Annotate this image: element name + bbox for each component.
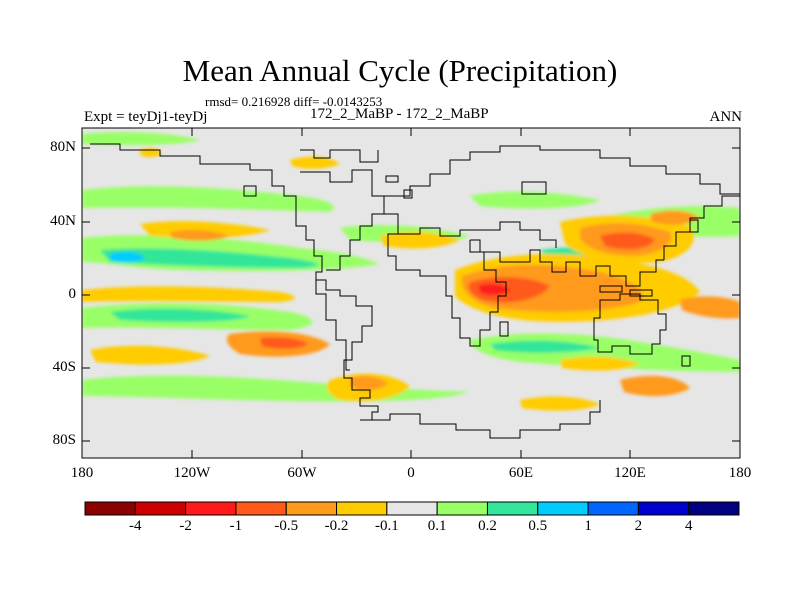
- coast-east-asia: [663, 195, 740, 260]
- colorbar-label: -2: [179, 518, 192, 534]
- lat-label-80s: 80S: [52, 432, 76, 448]
- colorbar-swatch: [486, 501, 539, 516]
- lon-label-120w: 120W: [173, 465, 211, 481]
- colorbar-label: -1: [229, 518, 243, 534]
- patch-south-america-orange: [350, 376, 388, 391]
- coast-mediterranean: [384, 213, 480, 237]
- coast-north-america-east: [300, 169, 385, 271]
- lat-tick-marks: [82, 147, 740, 442]
- experiment-label: Expt = teyDj1-teyDj: [84, 109, 208, 125]
- patch-south-indian-yellow2: [560, 356, 640, 371]
- patch-east-pacific-core: [260, 337, 308, 349]
- coast-new-zealand: [681, 355, 691, 367]
- band-south-pacific-core: [110, 308, 250, 323]
- colorbar-swatch: [436, 501, 488, 516]
- patch-west-pacific-orange: [680, 296, 740, 319]
- patch-south-pacific-yellow: [82, 286, 295, 302]
- colorbar-swatch: [84, 501, 136, 516]
- lat-label-40n: 40N: [50, 213, 76, 229]
- coast-south-america: [316, 279, 379, 420]
- colorbar-label: -0.1: [374, 518, 399, 534]
- coast-africa-east: [470, 239, 510, 263]
- coast-greenland: [300, 149, 379, 163]
- coast-europe: [384, 145, 740, 197]
- lat-label-0: 0: [68, 286, 77, 302]
- colorbar: [84, 501, 740, 516]
- coast-south-america-west: [315, 280, 350, 371]
- precip-anomaly-field: [82, 132, 740, 411]
- lon-label-60w: 60W: [287, 465, 317, 481]
- patch-southern-indian-orange: [620, 375, 690, 397]
- colorbar-label: 2: [634, 518, 643, 534]
- colorbar-label: 4: [684, 518, 693, 534]
- lon-label-60e: 60E: [508, 465, 534, 481]
- lon-label-0: 0: [407, 465, 415, 481]
- coast-antarctica: [360, 400, 601, 439]
- colorbar-swatch: [537, 501, 589, 516]
- band-north-pacific: [82, 186, 334, 212]
- colorbar-label: 0.5: [528, 518, 548, 534]
- colorbar-swatch: [185, 501, 237, 516]
- patch-southwest-pacific: [90, 345, 210, 365]
- coast-africa: [387, 233, 507, 347]
- lon-label-180-left: 180: [70, 465, 94, 481]
- rmsd-diff-text: rmsd= 0.216928 diff= -0.0143253: [205, 94, 383, 109]
- colorbar-label: 1: [584, 518, 592, 534]
- coast-north-america: [90, 143, 323, 280]
- colorbar-label: 0.1: [427, 518, 447, 534]
- patch-arctic-yellow: [290, 156, 340, 169]
- lon-label-180-right: 180: [728, 465, 752, 481]
- patch-central-pacific-orange: [170, 229, 230, 241]
- patch-asia-red: [600, 232, 655, 250]
- band-arctic: [82, 132, 200, 146]
- coast-australia: [593, 293, 667, 355]
- coast-arabia-india: [480, 221, 557, 248]
- coast-uk: [403, 189, 413, 199]
- colorbar-label: -0.2: [324, 518, 349, 534]
- patch-southern-indian-yellow: [520, 396, 600, 411]
- coastlines: [90, 143, 740, 439]
- comparison-label: 172_2_MaBP - 172_2_MaBP: [310, 106, 489, 122]
- band-east-asia: [470, 191, 600, 209]
- lon-tick-marks: [191, 128, 631, 458]
- patch-japan-orange: [650, 210, 700, 225]
- colorbar-swatch: [637, 501, 690, 516]
- pacific-blue-blob: [110, 251, 145, 263]
- lat-label-80n: 80N: [50, 139, 76, 155]
- colorbar-swatch: [134, 501, 187, 516]
- colorbar-swatch: [587, 501, 639, 516]
- lat-label-40s: 40S: [52, 359, 76, 375]
- colorbar-label: 0.2: [478, 518, 497, 534]
- coast-madagascar: [499, 321, 509, 337]
- colorbar-label: -4: [129, 518, 142, 534]
- colorbar-swatch: [386, 501, 438, 516]
- coast-hudson: [243, 185, 257, 197]
- colorbar-label: -0.5: [274, 518, 299, 534]
- coast-caspian: [521, 181, 547, 195]
- colorbar-swatch: [235, 501, 287, 516]
- patch-indian-ocean-core: [478, 283, 510, 295]
- coast-iceland: [385, 175, 399, 183]
- band-indian-south-core: [490, 340, 600, 353]
- lon-label-120e: 120E: [614, 465, 646, 481]
- chart-title: Mean Annual Cycle (Precipitation): [182, 53, 618, 88]
- band-pacific-itcz-core: [100, 248, 319, 268]
- coast-asia-south: [510, 249, 664, 287]
- coast-japan: [690, 219, 699, 233]
- colorbar-swatch: [336, 501, 388, 516]
- colorbar-swatch: [688, 501, 740, 516]
- season-label: ANN: [709, 109, 743, 125]
- colorbar-swatch: [285, 501, 338, 516]
